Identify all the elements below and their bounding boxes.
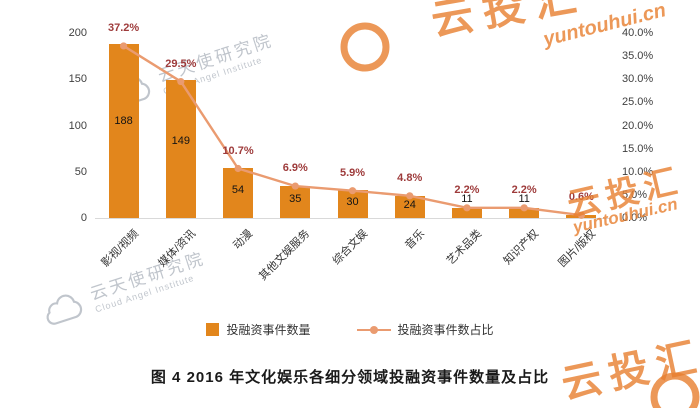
pct-label: 2.2% bbox=[454, 183, 480, 196]
bar-swatch-icon bbox=[206, 323, 220, 336]
line-swatch-icon bbox=[356, 325, 391, 334]
right-axis-tick-label: 35.0% bbox=[622, 50, 654, 63]
left-axis-tick-label: 100 bbox=[68, 119, 87, 132]
x-axis-line bbox=[95, 218, 610, 219]
bar bbox=[165, 80, 196, 218]
right-axis-tick-label: 20.0% bbox=[622, 119, 654, 132]
bar-value-label: 188 bbox=[114, 115, 133, 128]
pct-label: 2.2% bbox=[511, 183, 537, 196]
figure-caption: 图 4 2016 年文化娱乐各细分领域投融资事件数量及占比 bbox=[150, 369, 550, 386]
bar bbox=[566, 215, 597, 218]
legend-item-bars: 投融资事件数量 bbox=[206, 321, 311, 338]
bar bbox=[509, 207, 540, 218]
bar bbox=[451, 207, 482, 218]
pct-label: 0.6% bbox=[568, 191, 594, 204]
pct-label: 4.8% bbox=[397, 171, 423, 184]
bar bbox=[108, 44, 139, 218]
bar-value-label: 24 bbox=[403, 198, 416, 211]
legend-line-label: 投融资事件数占比 bbox=[397, 323, 494, 337]
pct-label: 5.9% bbox=[339, 166, 366, 179]
right-axis-tick-label: 40.0% bbox=[622, 27, 654, 39]
left-axis-tick-label: 0 bbox=[80, 212, 87, 224]
bar-value-label: 35 bbox=[289, 193, 302, 206]
left-axis-tick-label: 50 bbox=[74, 165, 87, 178]
right-axis-tick-label: 30.0% bbox=[622, 73, 654, 86]
left-axis-tick-label: 150 bbox=[68, 73, 87, 86]
pct-label: 10.7% bbox=[222, 144, 254, 157]
right-axis-tick-label: 5.0% bbox=[622, 188, 648, 201]
right-axis-tick-label: 0.0% bbox=[622, 212, 648, 224]
pct-label: 29.5% bbox=[165, 57, 197, 70]
bar-value-label: 149 bbox=[171, 135, 190, 148]
line-dot-icon bbox=[369, 325, 378, 334]
right-axis-tick-label: 10.0% bbox=[622, 165, 654, 178]
pct-label: 6.9% bbox=[282, 162, 308, 175]
legend-item-line: 投融资事件数占比 bbox=[356, 321, 494, 338]
left-axis-tick-label: 200 bbox=[68, 27, 87, 39]
bar-value-label: 54 bbox=[231, 183, 245, 196]
right-axis-tick-label: 15.0% bbox=[622, 142, 654, 155]
bar-value-label: 30 bbox=[346, 195, 359, 208]
legend-bars-label: 投融资事件数量 bbox=[226, 323, 311, 337]
pct-label: 37.2% bbox=[108, 21, 140, 34]
chart-legend: 投融资事件数量 投融资事件数占比 bbox=[0, 321, 700, 338]
right-axis-tick-label: 25.0% bbox=[622, 96, 654, 109]
